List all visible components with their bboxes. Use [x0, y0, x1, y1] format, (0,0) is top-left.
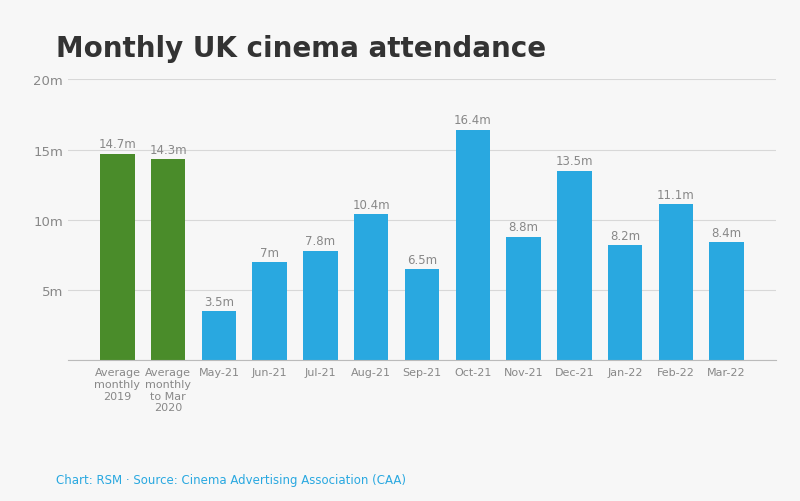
Text: 16.4m: 16.4m	[454, 114, 492, 127]
Text: Chart: RSM · Source: Cinema Advertising Association (CAA): Chart: RSM · Source: Cinema Advertising …	[56, 473, 406, 486]
Bar	[405, 270, 439, 361]
Bar	[151, 160, 186, 361]
Text: 8.4m: 8.4m	[711, 226, 742, 239]
Bar	[202, 312, 236, 361]
Text: 14.7m: 14.7m	[98, 138, 136, 151]
Bar	[710, 243, 744, 361]
Bar	[658, 205, 693, 361]
Text: 8.8m: 8.8m	[509, 221, 538, 234]
Bar	[557, 171, 591, 361]
Bar	[608, 245, 642, 361]
Text: 3.5m: 3.5m	[204, 295, 234, 308]
Text: 6.5m: 6.5m	[407, 253, 437, 266]
Bar	[253, 263, 287, 361]
Text: 10.4m: 10.4m	[353, 198, 390, 211]
Text: 7.8m: 7.8m	[306, 235, 335, 248]
Bar	[455, 131, 490, 361]
Text: 13.5m: 13.5m	[555, 155, 593, 168]
Text: 8.2m: 8.2m	[610, 229, 640, 242]
Bar	[100, 154, 134, 361]
Text: 14.3m: 14.3m	[150, 144, 187, 157]
Text: 7m: 7m	[260, 246, 279, 259]
Bar	[303, 252, 338, 361]
Bar	[354, 215, 389, 361]
Bar	[506, 237, 541, 361]
Text: 11.1m: 11.1m	[657, 188, 694, 201]
Text: Monthly UK cinema attendance: Monthly UK cinema attendance	[56, 35, 546, 63]
